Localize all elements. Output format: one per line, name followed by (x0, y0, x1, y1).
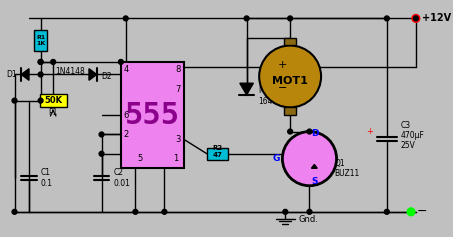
Bar (40, 94, 67, 107)
Text: D1: D1 (6, 70, 16, 79)
Bar (34, 30, 48, 51)
Bar (284, 38, 296, 46)
Circle shape (307, 129, 312, 134)
Bar (121, 62, 184, 168)
Bar (284, 107, 296, 115)
Text: S: S (311, 177, 318, 186)
Text: 1N4148: 1N4148 (55, 67, 85, 76)
Circle shape (307, 210, 312, 214)
Text: C3
470μF
25V: C3 470μF 25V (400, 121, 424, 150)
Text: 50K: 50K (44, 96, 62, 105)
Text: 6: 6 (124, 111, 129, 120)
Circle shape (123, 16, 128, 21)
Polygon shape (240, 83, 253, 95)
Circle shape (51, 59, 56, 64)
Text: Q1
BUZ11: Q1 BUZ11 (335, 159, 360, 178)
Circle shape (288, 129, 293, 134)
Circle shape (414, 16, 418, 21)
Text: Gnd.: Gnd. (299, 215, 319, 224)
Text: 5: 5 (138, 155, 143, 164)
Text: +12V: +12V (422, 14, 451, 23)
Text: MOT1: MOT1 (272, 76, 308, 86)
Circle shape (38, 59, 43, 64)
Circle shape (99, 151, 104, 156)
Text: C2
0.01: C2 0.01 (113, 168, 130, 188)
Circle shape (133, 210, 138, 214)
Text: P1: P1 (48, 108, 58, 117)
Polygon shape (89, 69, 96, 80)
Text: 8: 8 (175, 65, 181, 74)
Circle shape (38, 72, 43, 77)
Circle shape (244, 16, 249, 21)
Circle shape (412, 14, 420, 22)
Text: D2: D2 (101, 72, 112, 81)
Text: 555: 555 (125, 101, 180, 130)
Text: D3
MBR
1645: D3 MBR 1645 (258, 76, 278, 106)
Text: +: + (366, 127, 373, 136)
Circle shape (288, 16, 293, 21)
Polygon shape (311, 164, 317, 168)
Text: 2: 2 (124, 130, 129, 139)
Circle shape (282, 132, 337, 186)
Text: −: − (278, 83, 287, 93)
Polygon shape (21, 69, 29, 80)
Text: 1: 1 (173, 155, 178, 164)
Circle shape (283, 210, 288, 214)
Circle shape (385, 210, 389, 214)
Text: 7: 7 (175, 85, 181, 94)
Circle shape (259, 46, 321, 107)
Circle shape (12, 98, 17, 103)
Text: 3: 3 (175, 135, 181, 144)
Circle shape (385, 16, 389, 21)
Circle shape (162, 210, 167, 214)
Text: G: G (272, 154, 280, 163)
Circle shape (119, 59, 123, 64)
Circle shape (38, 59, 43, 64)
Circle shape (407, 208, 415, 216)
Circle shape (99, 132, 104, 137)
Text: C1
0.1: C1 0.1 (41, 168, 53, 188)
Text: 4: 4 (124, 65, 129, 74)
Bar (207, 148, 228, 160)
Text: −: − (417, 205, 427, 218)
Circle shape (38, 98, 43, 103)
Circle shape (12, 210, 17, 214)
Text: D: D (311, 129, 319, 138)
Text: +: + (278, 60, 287, 70)
Text: R1
1K: R1 1K (36, 35, 45, 46)
Text: R2
47: R2 47 (212, 145, 223, 158)
